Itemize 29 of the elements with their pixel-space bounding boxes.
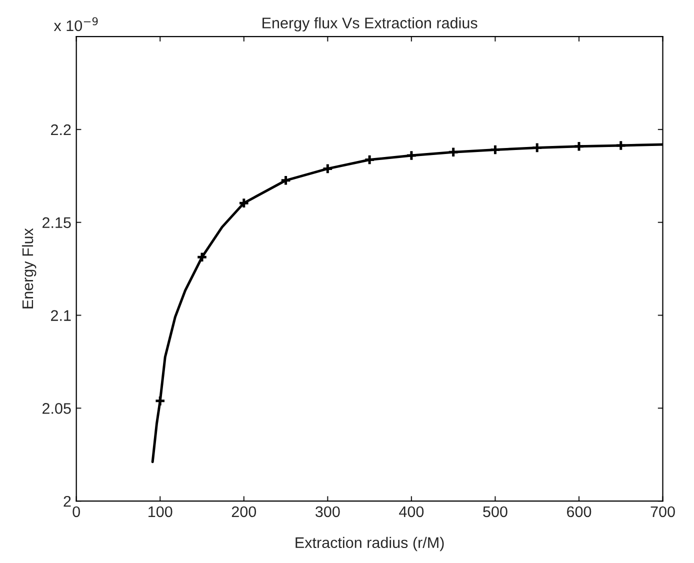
point [196, 251, 208, 263]
x-tick-label: 0 [72, 506, 80, 518]
chart-title: Energy flux Vs Extraction radius [262, 17, 478, 32]
point [448, 146, 459, 158]
x-tick-label: 700 [650, 506, 675, 518]
y-tick-label: 2.2 [51, 124, 71, 136]
y-tick-label: 2.05 [42, 403, 71, 414]
x-tick-label: 300 [316, 506, 340, 518]
point [615, 140, 627, 152]
point [573, 140, 585, 152]
point [490, 144, 501, 156]
x-tick-label: 600 [567, 506, 592, 518]
point [406, 150, 418, 162]
point [280, 174, 292, 186]
x-tick-label: 100 [148, 506, 172, 518]
point [531, 142, 543, 154]
text: x 10$^{−9}$ [54, 17, 98, 32]
point [364, 154, 376, 166]
x-tick-label: 200 [232, 506, 256, 518]
y-axis-title: Energy Flux [22, 228, 36, 308]
x-tick-label: 400 [399, 506, 424, 518]
point [322, 163, 334, 174]
x-axis-title: Extraction radius (r/M) [296, 536, 444, 552]
x-tick-label: 500 [483, 506, 508, 518]
y-tick-label: 2.1 [51, 310, 71, 321]
point [238, 197, 250, 209]
y-tick-label: 2.15 [42, 217, 71, 228]
point [154, 395, 166, 407]
y-tick-label: 2 [64, 496, 71, 507]
